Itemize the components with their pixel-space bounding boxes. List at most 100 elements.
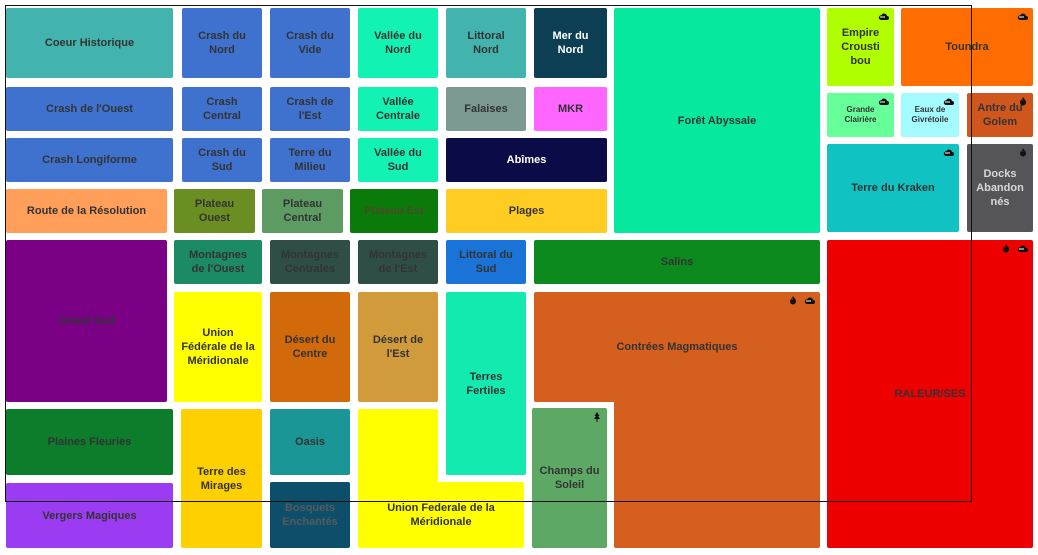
region-icons: [878, 96, 890, 108]
region-label: Vallée du Nord: [374, 30, 422, 56]
region-label: Crash du Vide: [286, 30, 334, 56]
region-label: Empire Crousti bou: [841, 27, 880, 67]
region-terre-du-milieu[interactable]: Terre du Milieu: [270, 138, 350, 182]
region-crash-du-nord[interactable]: Crash du Nord: [182, 8, 262, 78]
region-montagnes-de-lest[interactable]: Montagnes de l'Est: [358, 240, 438, 284]
region-mkr[interactable]: MKR: [534, 87, 607, 131]
region-label: Terre du Milieu: [288, 147, 332, 173]
region-label: RALEUR/SES: [894, 388, 966, 400]
region-label: Coeur Historique: [44, 37, 135, 49]
region-label: Salins: [660, 256, 694, 268]
region-contrees-magmatiques-lower[interactable]: [614, 400, 820, 548]
region-terres-fertiles[interactable]: Terres Fertiles: [446, 292, 526, 475]
region-label: Plaines Fleuries: [47, 436, 132, 448]
tree-icon: [591, 411, 603, 423]
region-label: Plages: [508, 205, 545, 217]
region-vergers-magiques[interactable]: Vergers Magiques: [6, 483, 173, 548]
region-label: Forêt Abyssale: [677, 114, 757, 127]
region-icons: [591, 411, 603, 423]
region-label: Terre des Mirages: [197, 465, 246, 492]
region-raleurses[interactable]: RALEUR/SES: [827, 240, 1033, 548]
region-label: Toundra: [945, 41, 989, 53]
region-empire-croustibou[interactable]: Empire Crousti bou: [827, 8, 894, 86]
region-label: Crash Central: [203, 96, 241, 122]
region-crash-de-louest[interactable]: Crash de l'Ouest: [6, 87, 173, 131]
region-label: Crash de l'Ouest: [46, 103, 133, 115]
region-desert-de-lest[interactable]: Désert de l'Est: [358, 292, 438, 402]
region-icons: [943, 96, 955, 108]
region-icons: [787, 295, 816, 307]
region-vallee-centrale[interactable]: Vallée Centrale: [358, 87, 438, 131]
region-label: Plateau Central: [282, 198, 323, 224]
region-icons: [878, 11, 890, 23]
region-champs-du-soleil[interactable]: Champs du Soleil: [532, 408, 607, 548]
region-label: Vallée du Sud: [374, 147, 422, 173]
region-plateau-central[interactable]: Plateau Central: [262, 189, 343, 233]
region-vallee-du-sud[interactable]: Vallée du Sud: [358, 138, 438, 182]
region-oasis[interactable]: Oasis: [270, 409, 350, 475]
region-mer-du-nord[interactable]: Mer du Nord: [534, 8, 607, 78]
region-salins[interactable]: Salins: [534, 240, 820, 284]
region-crash-longiforme[interactable]: Crash Longiforme: [6, 138, 173, 182]
cloud-icon: [943, 147, 955, 159]
cloud-icon: [943, 96, 955, 108]
region-falaises[interactable]: Falaises: [446, 87, 526, 131]
region-label: Désert du Centre: [284, 334, 336, 360]
fire-icon: [1017, 147, 1029, 159]
region-grande-clairiere[interactable]: Grande Clairière: [827, 93, 894, 137]
region-abimes[interactable]: Abîmes: [446, 138, 607, 182]
region-label: Union Fédérale de la Méridionale: [181, 327, 255, 367]
region-contrees-magmatiques[interactable]: Contrées Magmatiques: [534, 292, 820, 402]
region-terre-du-kraken[interactable]: Terre du Kraken: [827, 144, 959, 232]
region-vallee-du-nord[interactable]: Vallée du Nord: [358, 8, 438, 78]
region-docks-abandonnes[interactable]: Docks Abandon nés: [967, 144, 1033, 232]
region-label: Plateau Est: [364, 205, 424, 217]
region-label: Champs du Soleil: [539, 465, 600, 491]
region-label: Crash Longiforme: [42, 154, 137, 166]
region-crash-de-lest[interactable]: Crash de l'Est: [270, 87, 350, 131]
region-label: Terres Fertiles: [466, 370, 506, 397]
region-eaux-de-givretoile[interactable]: Eaux de Givrétoile: [901, 93, 959, 137]
region-label: Littoral du Sud: [459, 249, 513, 275]
region-antre-du-golem[interactable]: Antre du Golem: [967, 93, 1033, 137]
region-montagnes-de-louest[interactable]: Montagnes de l'Ouest: [174, 240, 262, 284]
region-terre-des-mirages[interactable]: Terre des Mirages: [181, 409, 262, 548]
region-label: Crash du Sud: [198, 147, 246, 173]
region-toundra[interactable]: Toundra: [901, 8, 1033, 86]
fire-icon: [787, 295, 799, 307]
region-plateau-ouest[interactable]: Plateau Ouest: [174, 189, 255, 233]
region-crash-du-sud[interactable]: Crash du Sud: [182, 138, 262, 182]
region-desert-du-centre[interactable]: Désert du Centre: [270, 292, 350, 402]
region-coeur-historique[interactable]: Coeur Historique: [6, 8, 173, 78]
region-foret-abyssale[interactable]: Forêt Abyssale: [614, 8, 820, 233]
region-label: Route de la Résolution: [26, 205, 147, 217]
region-label: Grande Clairière: [844, 105, 877, 124]
region-crash-central[interactable]: Crash Central: [182, 87, 262, 131]
region-label: Crash du Nord: [198, 30, 246, 56]
region-icons: [1017, 147, 1029, 159]
region-label: Mer du Nord: [552, 30, 589, 56]
region-label: Désert de l'Est: [372, 334, 424, 360]
region-littoral-du-sud[interactable]: Littoral du Sud: [446, 240, 526, 284]
region-label: Oasis: [295, 436, 325, 448]
region-plages[interactable]: Plages: [446, 189, 607, 233]
region-littoral-nord[interactable]: Littoral Nord: [446, 8, 526, 78]
region-label: Contrées Magmatiques: [616, 341, 738, 353]
region-icons: [1017, 96, 1029, 108]
region-label: Antre du Golem: [977, 102, 1023, 128]
cloud-icon: [1017, 243, 1029, 255]
region-crash-du-vide[interactable]: Crash du Vide: [270, 8, 350, 78]
region-label: Montagnes de l'Est: [368, 249, 428, 275]
region-label: Montagnes de l'Ouest: [188, 249, 248, 275]
region-plateau-est[interactable]: Plateau Est: [350, 189, 438, 233]
region-montagnes-centrales[interactable]: Montagnes Centrales: [270, 240, 350, 284]
region-union-federale-meridionale-sud[interactable]: Union Federale de la Méridionale: [358, 482, 524, 548]
region-plaines-fleuries[interactable]: Plaines Fleuries: [6, 409, 173, 475]
region-bois-enchantes[interactable]: Bosquets Enchantés: [270, 482, 350, 548]
region-icons: [1017, 11, 1029, 23]
region-route-de-la-resolution[interactable]: Route de la Résolution: [6, 189, 167, 233]
region-union-federale-meridionale-nord[interactable]: Union Fédérale de la Méridionale: [174, 292, 262, 402]
fire-icon: [1000, 243, 1012, 255]
region-grand-sud[interactable]: Grand Sud: [6, 240, 167, 402]
